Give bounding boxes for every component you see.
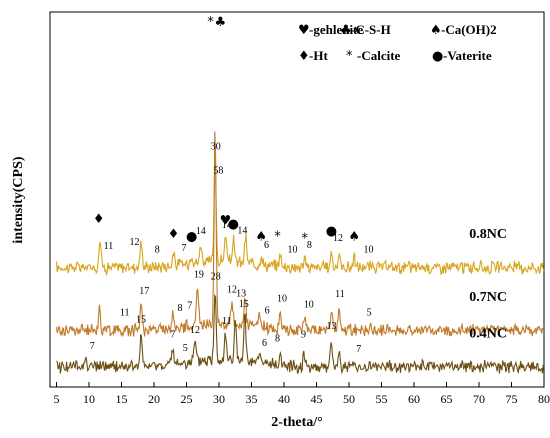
peak-label-0.7NC-8: 6 xyxy=(265,305,270,316)
peak-label-0.8NC-21: ♠ xyxy=(348,229,360,244)
peak-label-0.7NC-5: 58 xyxy=(213,166,223,177)
peak-label-0.7NC-12: 5 xyxy=(367,307,372,318)
peak-label-0.8NC-7: 14 xyxy=(196,226,206,237)
x-tick-label-2: 15 xyxy=(116,392,128,406)
peak-label-0.8NC-12: 14 xyxy=(237,226,247,237)
y-axis-title: intensity(CPS) xyxy=(11,156,26,243)
peak-label-0.4NC-12: 7 xyxy=(356,344,361,355)
peak-label-0.8NC-5: 7 xyxy=(181,243,186,254)
x-axis: 5 10 15 20 25 30 35 40 45 50 55 60 65 70 75 80 xyxy=(54,382,550,406)
x-tick-label-0: 5 xyxy=(54,392,60,406)
peak-label-0.4NC-0: 7 xyxy=(90,341,95,352)
peak-label-0.7NC-7: 13 xyxy=(236,289,246,300)
peak-label-0.7NC-6: 12 xyxy=(227,284,237,295)
peak-label-0.7NC-0: 11 xyxy=(120,307,130,318)
peak-label-0.8NC-10: 14 xyxy=(222,220,232,231)
peak-label-0.8NC-20: 12 xyxy=(333,233,343,244)
peak-label-0.7NC-2: 8 xyxy=(178,303,183,314)
x-tick-label-9: 50 xyxy=(343,392,355,406)
peak-label-0.8NC-19: ● xyxy=(326,224,337,239)
peak-label-0.4NC-9: 8 xyxy=(275,334,280,345)
legend-text-5: -Vaterite xyxy=(443,48,492,63)
peak-label-0.4NC-6: 11 xyxy=(222,316,232,327)
peak-label-0.7NC-3: 7 xyxy=(187,301,192,312)
x-tick-label-10: 55 xyxy=(376,392,388,406)
legend-text-4: -Calcite xyxy=(357,48,401,63)
peak-label-0.4NC-5: 28 xyxy=(211,272,221,283)
x-axis-title: 2-theta/° xyxy=(271,415,322,430)
peak-label-0.8NC-22: 10 xyxy=(364,245,374,256)
x-tick-label-13: 70 xyxy=(473,392,485,406)
x-tick-label-3: 20 xyxy=(148,392,160,406)
legend-symbol-3: ♦ xyxy=(298,49,310,64)
peak-label-0.7NC-1: 17 xyxy=(139,286,149,297)
peak-label-0.7NC-10: 10 xyxy=(304,299,314,310)
peak-label-0.8NC-3: 8 xyxy=(155,245,160,256)
legend-text-1: -C-S-H xyxy=(351,22,391,37)
peak-label-0.7NC-11: 11 xyxy=(335,289,345,300)
peak-label-0.4NC-11: 13 xyxy=(326,321,336,332)
series-name-0.8NC: 0.8NC xyxy=(469,227,507,242)
peak-label-0.4NC-1: 15 xyxy=(136,315,146,326)
peak-label-0.8NC-14: 6 xyxy=(264,240,269,251)
main-peak-csh-symbol: ♣ xyxy=(214,15,226,30)
x-tick-label-11: 60 xyxy=(408,392,420,406)
series-line-0.4NC xyxy=(56,293,545,375)
x-tick-label-5: 30 xyxy=(213,392,225,406)
legend: ♥ -gehlenite♣ -C-S-H ♠ -Ca(OH)2 ♦ -Ht * -Calcite… xyxy=(298,22,497,64)
peak-label-0.8NC-13: ♠ xyxy=(255,229,267,244)
x-tick-label-14: 75 xyxy=(506,392,518,406)
peak-label-0.4NC-8: 6 xyxy=(262,338,267,349)
peak-label-0.8NC-6: ● xyxy=(186,229,197,244)
legend-symbol-1: ♣ xyxy=(340,23,352,38)
legend-text-3: -Ht xyxy=(309,48,328,63)
peak-label-0.4NC-2: 7 xyxy=(170,329,175,340)
peak-label-0.7NC-9: 10 xyxy=(277,293,287,304)
legend-symbol-2: ♠ xyxy=(430,23,442,38)
peak-label-0.7NC-4: 19 xyxy=(194,270,204,281)
peak-label-0.4NC-10: 9 xyxy=(301,330,306,341)
x-tick-label-6: 35 xyxy=(246,392,258,406)
series-name-0.7NC: 0.7NC xyxy=(469,290,507,305)
peak-label-0.8NC-0: ♦ xyxy=(93,212,105,227)
x-tick-label-12: 65 xyxy=(441,392,453,406)
peak-label-0.8NC-11: ● xyxy=(228,217,239,232)
x-tick-label-8: 45 xyxy=(311,392,323,406)
peak-label-0.4NC-4: 12 xyxy=(190,325,200,336)
peak-label-0.8NC-17: * xyxy=(302,231,309,246)
peak-label-0.8NC-15: * xyxy=(274,229,281,244)
series-name-0.4NC: 0.4NC xyxy=(469,326,507,341)
x-tick-label-1: 10 xyxy=(83,392,95,406)
peak-label-0.8NC-16: 10 xyxy=(287,245,297,256)
legend-symbol-4: * xyxy=(346,49,353,64)
legend-text-0: -gehlenite xyxy=(309,22,363,37)
series-line-0.8NC xyxy=(55,157,545,277)
peak-label-0.4NC-3: 5 xyxy=(183,343,188,354)
peak-label-0.8NC-4: ♦ xyxy=(168,227,180,242)
plot-frame xyxy=(49,11,545,388)
peak-label-0.8NC-18: 8 xyxy=(307,240,312,251)
x-tick-label-4: 25 xyxy=(181,392,193,406)
legend-symbol-0: ♥ xyxy=(298,23,310,38)
peak-label-0.8NC-2: 12 xyxy=(130,237,140,248)
peak-label-0.4NC-7: 15 xyxy=(239,299,249,310)
legend-symbol-5: ● xyxy=(432,49,443,64)
peak-label-0.8NC-1: 11 xyxy=(104,241,114,252)
peak-label-0.8NC-8: 30 xyxy=(211,142,221,153)
x-tick-label-15: 80 xyxy=(538,392,550,406)
legend-text-2: -Ca(OH)2 xyxy=(441,22,497,37)
series-layer xyxy=(55,131,545,375)
main-peak-calcite-symbol: * xyxy=(207,15,214,30)
peak-label-0.8NC-9: ♥ xyxy=(220,214,232,229)
series-line-0.7NC xyxy=(55,131,545,338)
x-tick-label-7: 40 xyxy=(278,392,290,406)
